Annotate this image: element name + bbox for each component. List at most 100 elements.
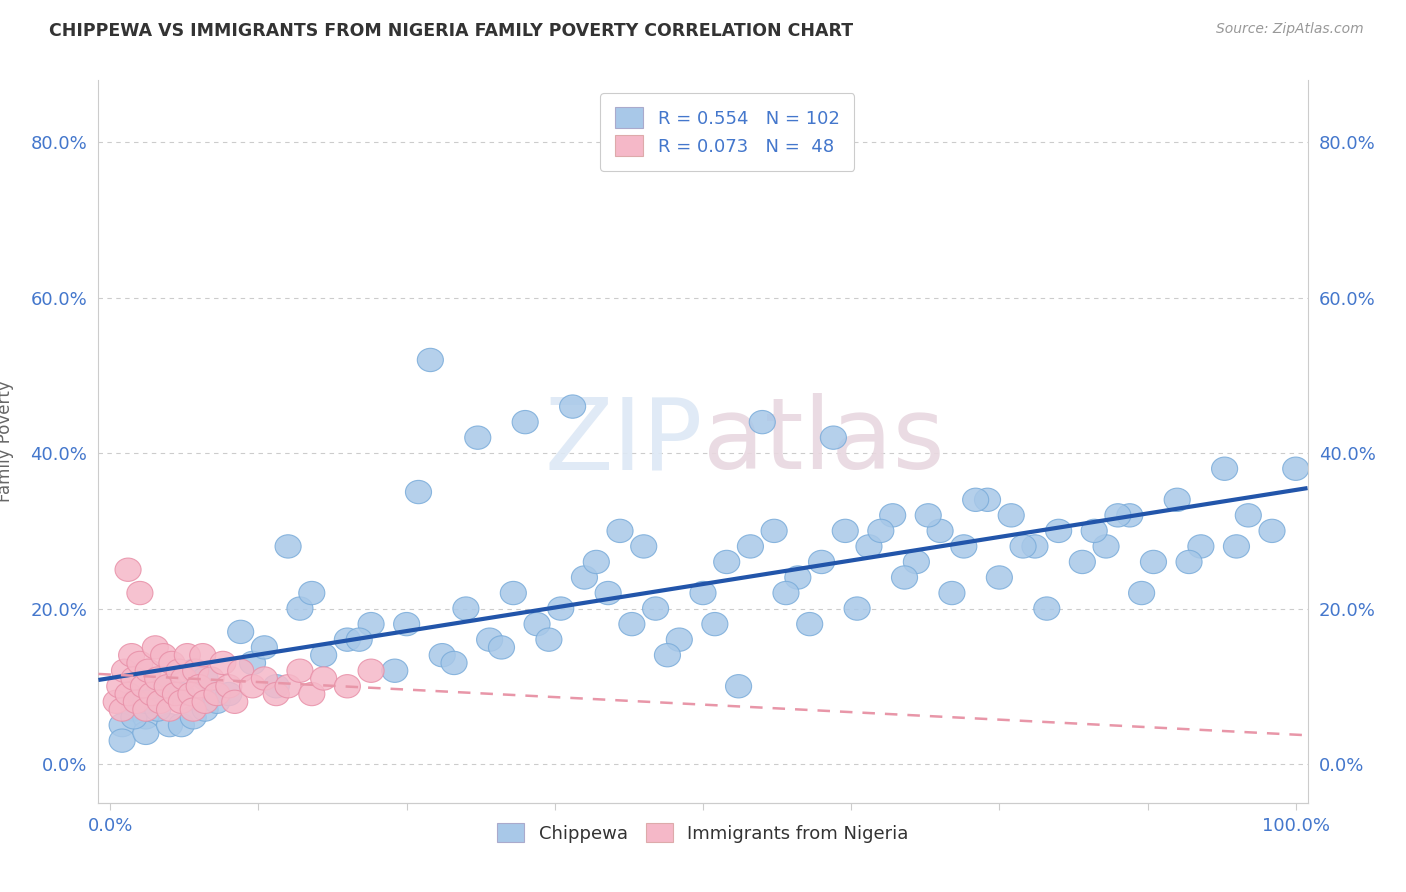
Ellipse shape bbox=[359, 613, 384, 636]
Ellipse shape bbox=[155, 674, 180, 698]
Ellipse shape bbox=[193, 698, 218, 722]
Ellipse shape bbox=[115, 682, 141, 706]
Ellipse shape bbox=[166, 659, 193, 682]
Ellipse shape bbox=[868, 519, 894, 542]
Ellipse shape bbox=[631, 535, 657, 558]
Ellipse shape bbox=[180, 659, 207, 682]
Ellipse shape bbox=[145, 667, 170, 690]
Ellipse shape bbox=[571, 566, 598, 589]
Ellipse shape bbox=[335, 628, 360, 651]
Ellipse shape bbox=[773, 582, 799, 605]
Ellipse shape bbox=[737, 535, 763, 558]
Ellipse shape bbox=[666, 628, 692, 651]
Ellipse shape bbox=[856, 535, 882, 558]
Ellipse shape bbox=[174, 643, 201, 667]
Ellipse shape bbox=[169, 690, 194, 714]
Ellipse shape bbox=[115, 558, 141, 582]
Ellipse shape bbox=[749, 410, 775, 434]
Ellipse shape bbox=[394, 613, 419, 636]
Ellipse shape bbox=[204, 690, 231, 714]
Ellipse shape bbox=[797, 613, 823, 636]
Ellipse shape bbox=[477, 628, 503, 651]
Text: CHIPPEWA VS IMMIGRANTS FROM NIGERIA FAMILY POVERTY CORRELATION CHART: CHIPPEWA VS IMMIGRANTS FROM NIGERIA FAMI… bbox=[49, 22, 853, 40]
Ellipse shape bbox=[263, 682, 290, 706]
Ellipse shape bbox=[190, 643, 215, 667]
Ellipse shape bbox=[180, 706, 207, 729]
Ellipse shape bbox=[382, 659, 408, 682]
Ellipse shape bbox=[536, 628, 562, 651]
Ellipse shape bbox=[193, 690, 218, 714]
Ellipse shape bbox=[180, 698, 207, 722]
Ellipse shape bbox=[135, 659, 162, 682]
Ellipse shape bbox=[111, 659, 138, 682]
Ellipse shape bbox=[298, 582, 325, 605]
Ellipse shape bbox=[252, 636, 277, 659]
Ellipse shape bbox=[560, 395, 586, 418]
Ellipse shape bbox=[453, 597, 479, 620]
Ellipse shape bbox=[832, 519, 858, 542]
Ellipse shape bbox=[690, 582, 716, 605]
Ellipse shape bbox=[939, 582, 965, 605]
Ellipse shape bbox=[1175, 550, 1202, 574]
Ellipse shape bbox=[548, 597, 574, 620]
Ellipse shape bbox=[142, 636, 169, 659]
Ellipse shape bbox=[1022, 535, 1047, 558]
Ellipse shape bbox=[215, 682, 242, 706]
Ellipse shape bbox=[150, 643, 177, 667]
Ellipse shape bbox=[915, 504, 941, 527]
Ellipse shape bbox=[215, 674, 242, 698]
Ellipse shape bbox=[880, 504, 905, 527]
Ellipse shape bbox=[145, 682, 170, 706]
Ellipse shape bbox=[170, 667, 197, 690]
Ellipse shape bbox=[1070, 550, 1095, 574]
Ellipse shape bbox=[121, 698, 148, 722]
Ellipse shape bbox=[1212, 457, 1237, 481]
Ellipse shape bbox=[654, 643, 681, 667]
Ellipse shape bbox=[287, 597, 314, 620]
Ellipse shape bbox=[209, 651, 236, 674]
Ellipse shape bbox=[1092, 535, 1119, 558]
Ellipse shape bbox=[169, 714, 194, 737]
Ellipse shape bbox=[465, 426, 491, 450]
Ellipse shape bbox=[429, 643, 456, 667]
Ellipse shape bbox=[785, 566, 811, 589]
Ellipse shape bbox=[121, 706, 148, 729]
Ellipse shape bbox=[139, 682, 165, 706]
Legend: Chippewa, Immigrants from Nigeria: Chippewa, Immigrants from Nigeria bbox=[488, 814, 918, 852]
Ellipse shape bbox=[222, 690, 247, 714]
Ellipse shape bbox=[725, 674, 752, 698]
Ellipse shape bbox=[820, 426, 846, 450]
Ellipse shape bbox=[124, 690, 149, 714]
Ellipse shape bbox=[998, 504, 1024, 527]
Ellipse shape bbox=[1081, 519, 1108, 542]
Ellipse shape bbox=[228, 620, 253, 643]
Ellipse shape bbox=[595, 582, 621, 605]
Ellipse shape bbox=[1223, 535, 1250, 558]
Ellipse shape bbox=[156, 698, 183, 722]
Text: ZIP: ZIP bbox=[544, 393, 703, 490]
Ellipse shape bbox=[252, 667, 277, 690]
Ellipse shape bbox=[607, 519, 633, 542]
Ellipse shape bbox=[359, 659, 384, 682]
Ellipse shape bbox=[1010, 535, 1036, 558]
Ellipse shape bbox=[110, 698, 135, 722]
Ellipse shape bbox=[1140, 550, 1167, 574]
Ellipse shape bbox=[132, 698, 159, 722]
Ellipse shape bbox=[132, 690, 159, 714]
Ellipse shape bbox=[186, 674, 212, 698]
Ellipse shape bbox=[512, 410, 538, 434]
Ellipse shape bbox=[761, 519, 787, 542]
Ellipse shape bbox=[110, 714, 135, 737]
Ellipse shape bbox=[1164, 488, 1191, 511]
Ellipse shape bbox=[346, 628, 373, 651]
Ellipse shape bbox=[488, 636, 515, 659]
Ellipse shape bbox=[714, 550, 740, 574]
Ellipse shape bbox=[950, 535, 977, 558]
Ellipse shape bbox=[121, 667, 148, 690]
Ellipse shape bbox=[702, 613, 728, 636]
Ellipse shape bbox=[298, 682, 325, 706]
Ellipse shape bbox=[1188, 535, 1213, 558]
Ellipse shape bbox=[110, 729, 135, 752]
Ellipse shape bbox=[118, 643, 145, 667]
Ellipse shape bbox=[501, 582, 526, 605]
